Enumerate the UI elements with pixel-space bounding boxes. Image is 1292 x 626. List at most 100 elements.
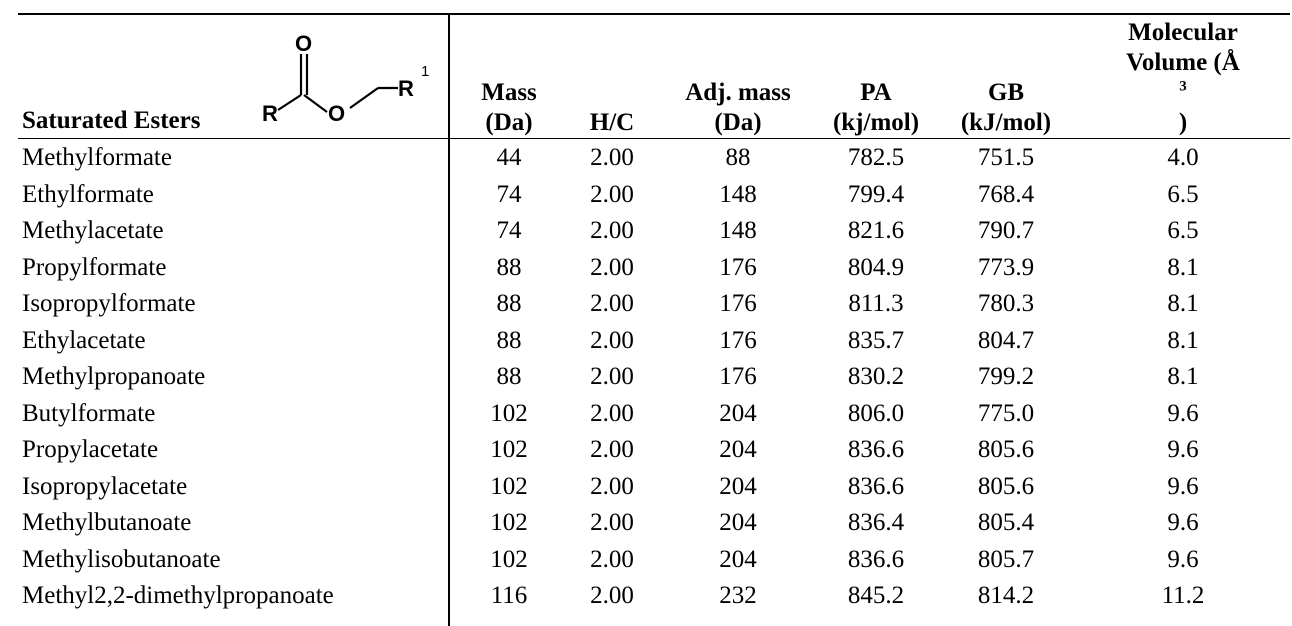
table-top-rule: [18, 13, 1290, 15]
pa-value: 806.0: [847, 399, 905, 427]
ester-name: Methyl2,2-dimethylpropanoate: [22, 582, 334, 609]
pa-value: 835.7: [847, 326, 905, 354]
mass-value: 102: [490, 436, 528, 463]
pa-value: 804.9: [847, 253, 905, 281]
first-column-header: Saturated Esters: [22, 107, 201, 134]
adj-mass-value: 148: [719, 217, 757, 244]
ester-name: Methylformate: [22, 144, 172, 171]
volume-value: 6.5: [1167, 180, 1199, 208]
mass-value: 74: [496, 180, 522, 208]
gb-value: 814.2: [977, 582, 1035, 609]
ester-name: Isopropylacetate: [22, 472, 188, 500]
adj-mass-value: 204: [719, 399, 757, 427]
adj-mass-value: 176: [719, 290, 757, 317]
gb-value: 751.5: [977, 144, 1035, 171]
gb-value: 775.0: [977, 399, 1035, 427]
pa-value: 845.2: [847, 582, 905, 609]
hc-value: 2.00: [590, 290, 634, 317]
ester-name: Methylacetate: [22, 217, 164, 244]
adj-mass-value: 204: [719, 509, 757, 536]
pa-value: 836.6: [847, 436, 905, 463]
gb-value: 805.6: [977, 436, 1035, 463]
mass-value: 88: [496, 290, 522, 317]
adj-mass-value: 176: [719, 363, 757, 390]
pa-value: 830.2: [847, 363, 905, 390]
structure-o-top: O: [295, 31, 312, 56]
volume-value: 8.1: [1167, 253, 1199, 281]
mass-value: 102: [490, 399, 528, 427]
ester-name: Ethylacetate: [22, 326, 146, 354]
ester-name: Propylacetate: [22, 436, 159, 463]
table-row: Propylformate 88 2.00 176 804.9 773.9 8.1: [0, 250, 1292, 286]
hc-value: 2.00: [590, 545, 634, 573]
gb-value: 790.7: [977, 217, 1035, 244]
table-header-rule: [18, 138, 1290, 139]
pa-value: 836.4: [847, 509, 905, 536]
table-row: Methylacetate 74 2.00 148 821.6 790.7 6.5: [0, 213, 1292, 249]
pa-value: 811.3: [848, 290, 904, 317]
ester-name: Ethylformate: [22, 180, 154, 208]
hc-value: 2.00: [590, 472, 634, 500]
hc-value: 2.00: [590, 180, 634, 208]
mass-value: 44: [496, 144, 522, 171]
header-gb: GB (kJ/mol): [960, 79, 1052, 136]
mass-value: 88: [496, 253, 522, 281]
table-row: Ethylacetate 88 2.00 176 835.7 804.7 8.1: [0, 323, 1292, 359]
header-mass: Mass (Da): [481, 79, 537, 136]
adj-mass-value: 88: [725, 144, 751, 171]
volume-value: 11.2: [1161, 582, 1205, 609]
structure-o-mid: O: [328, 101, 345, 126]
volume-value: 8.1: [1167, 290, 1199, 317]
adj-mass-value: 204: [719, 545, 757, 573]
hc-value: 2.00: [590, 253, 634, 281]
table-row: Butylformate 102 2.00 204 806.0 775.0 9.6: [0, 396, 1292, 432]
pa-value: 836.6: [847, 545, 905, 573]
table-column-divider: [448, 14, 450, 626]
gb-value: 804.7: [977, 326, 1035, 354]
ester-structure-diagram: O R O R 1: [262, 31, 429, 126]
table-row: Ethylformate 74 2.00 148 799.4 768.4 6.5: [0, 177, 1292, 213]
volume-value: 9.6: [1167, 436, 1199, 463]
adj-mass-value: 232: [719, 582, 757, 609]
header-adj-mass: Adj. mass (Da): [685, 79, 791, 136]
hc-value: 2.00: [590, 436, 634, 463]
hc-value: 2.00: [590, 217, 634, 244]
adj-mass-value: 148: [719, 180, 757, 208]
header-pa: PA (kj/mol): [832, 79, 920, 136]
table-row: Methyl2,2-dimethylpropanoate 116 2.00 232 84…: [0, 578, 1292, 614]
hc-value: 2.00: [590, 582, 634, 609]
gb-value: 799.2: [977, 363, 1035, 390]
mass-value: 102: [490, 545, 528, 573]
volume-value: 9.6: [1167, 545, 1199, 573]
header-hc: H/C: [589, 109, 635, 136]
mass-value: 102: [490, 472, 528, 500]
ester-name: Butylformate: [22, 399, 156, 427]
volume-value: 8.1: [1167, 363, 1199, 390]
gb-value: 805.6: [977, 472, 1035, 500]
table-row: Methylformate 44 2.00 88 782.5 751.5 4.0: [0, 140, 1292, 176]
ester-name: Isopropylformate: [22, 290, 196, 317]
volume-value: 9.6: [1167, 509, 1199, 536]
volume-value: 9.6: [1167, 472, 1199, 500]
ester-name: Methylbutanoate: [22, 509, 192, 536]
hc-value: 2.00: [590, 144, 634, 171]
table-row: Isopropylformate 88 2.00 176 811.3 780.3 8.1: [0, 286, 1292, 322]
table-row: Methylbutanoate 102 2.00 204 836.4 805.4 9.6: [0, 505, 1292, 541]
adj-mass-value: 176: [719, 253, 757, 281]
hc-value: 2.00: [590, 509, 634, 536]
volume-value: 8.1: [1167, 326, 1199, 354]
hc-value: 2.00: [590, 399, 634, 427]
ester-name: Methylisobutanoate: [22, 545, 221, 573]
pa-value: 836.6: [847, 472, 905, 500]
adj-mass-value: 204: [719, 472, 757, 500]
ester-name: Propylformate: [22, 253, 167, 281]
table-row: Propylacetate 102 2.00 204 836.6 805.6 9.6: [0, 432, 1292, 468]
volume-value: 6.5: [1167, 217, 1199, 244]
ester-name: Methylpropanoate: [22, 363, 206, 390]
gb-value: 805.4: [977, 509, 1035, 536]
volume-value: 4.0: [1167, 144, 1199, 171]
mass-value: 88: [496, 363, 522, 390]
gb-value: 780.3: [977, 290, 1035, 317]
pa-value: 799.4: [847, 180, 905, 208]
adj-mass-value: 176: [719, 326, 757, 354]
